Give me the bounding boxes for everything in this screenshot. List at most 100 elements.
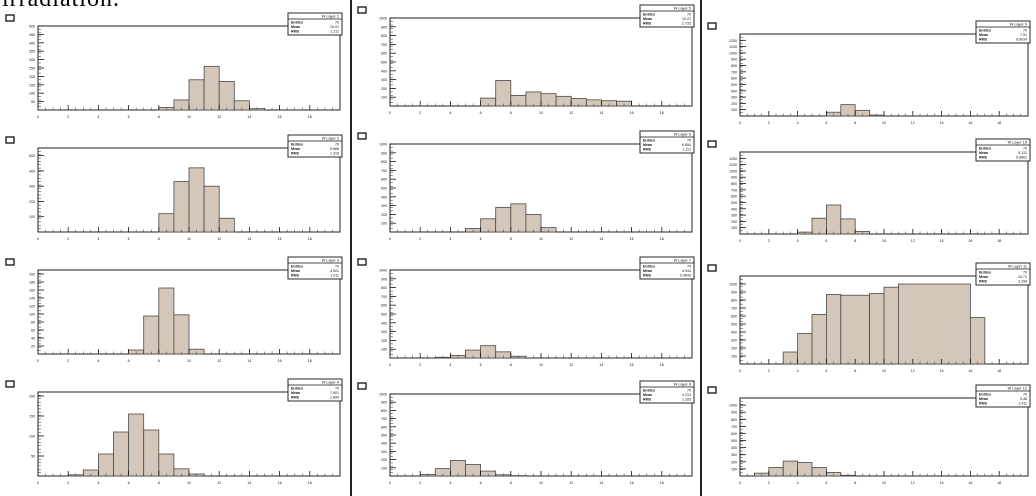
x-tick-label: 14 (247, 481, 251, 485)
y-tick-label: 900 (731, 411, 737, 415)
stats-value-entries: 70 (687, 139, 691, 143)
y-tick-label: 800 (731, 182, 737, 186)
x-tick-label: 12 (911, 481, 915, 485)
y-tick-label: 200 (731, 220, 737, 224)
x-tick-label: 8 (854, 121, 856, 125)
x-tick-label: 2 (67, 359, 69, 363)
x-tick-label: 6 (128, 237, 130, 241)
stats-label-mean: Mean (979, 397, 988, 401)
stats-label-rms: RMS (643, 398, 652, 402)
column-separator (350, 0, 352, 496)
x-tick-label: 2 (67, 115, 69, 119)
x-tick-label: 0 (389, 237, 391, 241)
y-tick-label: 120 (29, 305, 35, 309)
histogram-panel: 20 40 60 80 100 120 140 160 180 200 0 2 4 6 8 10 12 14 16 1… (2, 256, 346, 370)
y-tick-label: 200 (29, 75, 35, 79)
histogram-svg: 100 200 300 400 500 600 700 800 900 1000 0 2 4 6 8 10 12… (357, 4, 695, 115)
stats-value-rms: 1.183 (682, 398, 691, 402)
y-tick-label: 40 (31, 337, 35, 341)
x-tick-label: 12 (569, 363, 573, 367)
stats-label-rms: RMS (979, 280, 988, 284)
stats-label-rms: RMS (643, 148, 652, 152)
stats-value-mean: 4.001 (330, 269, 339, 273)
plot-frame (37, 391, 341, 477)
x-tick-label: 8 (158, 359, 160, 363)
histogram-bar (188, 79, 205, 111)
y-tick-label: 100 (731, 467, 737, 471)
y-tick-label: 700 (731, 188, 737, 192)
x-tick-label: 16 (968, 239, 972, 243)
stats-value-mean: 6.894 (682, 143, 691, 147)
stats-label-entries: Entries (291, 143, 303, 147)
y-tick-label: 300 (731, 214, 737, 218)
stats-value-rms: 1.211 (330, 30, 339, 34)
stats-title: W Layer 4 (322, 381, 339, 385)
stats-label-entries: Entries (979, 271, 991, 275)
y-tick-label: 400 (381, 442, 387, 446)
x-tick-label: 6 (825, 239, 827, 243)
canvas-icon (5, 136, 15, 144)
x-tick-label: 12 (217, 481, 221, 485)
canvas-icon (5, 258, 15, 266)
x-tick-label: 14 (247, 237, 251, 241)
y-tick-label: 600 (381, 425, 387, 429)
y-tick-label: 600 (731, 195, 737, 199)
stats-value-mean: 10.01 (330, 25, 339, 29)
y-tick-label: 1000 (729, 169, 737, 173)
stats-box (287, 134, 343, 158)
y-tick-label: 150 (29, 83, 35, 87)
stats-title: W Layer 7 (674, 259, 691, 263)
y-tick-label: 500 (731, 323, 737, 327)
x-tick-label: 16 (968, 121, 972, 125)
histogram-bar (113, 431, 129, 477)
stats-value-entries: 70 (687, 13, 691, 17)
y-tick-label: 1100 (729, 163, 737, 167)
canvas-icon (5, 14, 15, 22)
y-tick-label: 100 (381, 348, 387, 352)
stats-title: W Layer 8 (674, 383, 691, 387)
canvas-icon (707, 264, 717, 272)
y-tick-label: 700 (731, 307, 737, 311)
x-tick-label: 0 (739, 369, 741, 373)
y-tick-label: 100 (29, 215, 35, 219)
stats-label-entries: Entries (643, 265, 655, 269)
stats-value-mean: 7.91 (1020, 33, 1027, 37)
y-tick-label: 1200 (729, 157, 737, 161)
x-tick-label: 12 (911, 369, 915, 373)
y-tick-label: 1000 (379, 143, 387, 147)
histogram-bar (143, 429, 160, 477)
x-tick-label: 6 (128, 481, 130, 485)
stats-label-rms: RMS (979, 38, 988, 42)
y-tick-label: 200 (731, 460, 737, 464)
y-tick-label: 500 (381, 61, 387, 65)
stats-label-mean: Mean (979, 151, 988, 155)
stats-label-rms: RMS (643, 274, 652, 278)
stats-value-entries: 70 (1023, 271, 1027, 275)
stats-title: W Layer 1 (322, 15, 339, 19)
x-tick-label: 6 (825, 481, 827, 485)
stats-value-entries: 70 (1023, 393, 1027, 397)
stats-label-entries: Entries (643, 13, 655, 17)
x-tick-label: 12 (569, 237, 573, 241)
y-tick-label: 140 (29, 297, 35, 301)
x-tick-label: 2 (419, 363, 421, 367)
y-tick-label: 200 (29, 395, 35, 399)
y-tick-label: 100 (381, 96, 387, 100)
x-tick-label: 4 (97, 359, 99, 363)
x-tick-label: 10 (187, 237, 191, 241)
x-tick-label: 6 (480, 481, 482, 485)
histogram-bar (840, 294, 871, 365)
histogram-bar (173, 314, 190, 355)
y-tick-label: 300 (731, 339, 737, 343)
y-tick-label: 500 (381, 434, 387, 438)
y-tick-label: 500 (29, 154, 35, 158)
y-tick-label: 200 (381, 339, 387, 343)
x-tick-label: 8 (854, 369, 856, 373)
plot-frame (739, 151, 1029, 235)
stats-label-mean: Mean (291, 25, 300, 29)
x-tick-label: 0 (389, 111, 391, 115)
histogram-svg: 100 200 300 400 500 600 700 800 900 1000 0 2 4 6 8 10 12… (357, 380, 695, 485)
x-tick-label: 6 (480, 237, 482, 241)
histogram-bar (188, 167, 205, 233)
y-tick-label: 100 (731, 355, 737, 359)
